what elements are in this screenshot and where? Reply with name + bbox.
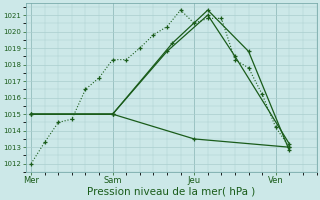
X-axis label: Pression niveau de la mer( hPa ): Pression niveau de la mer( hPa ) <box>87 187 255 197</box>
